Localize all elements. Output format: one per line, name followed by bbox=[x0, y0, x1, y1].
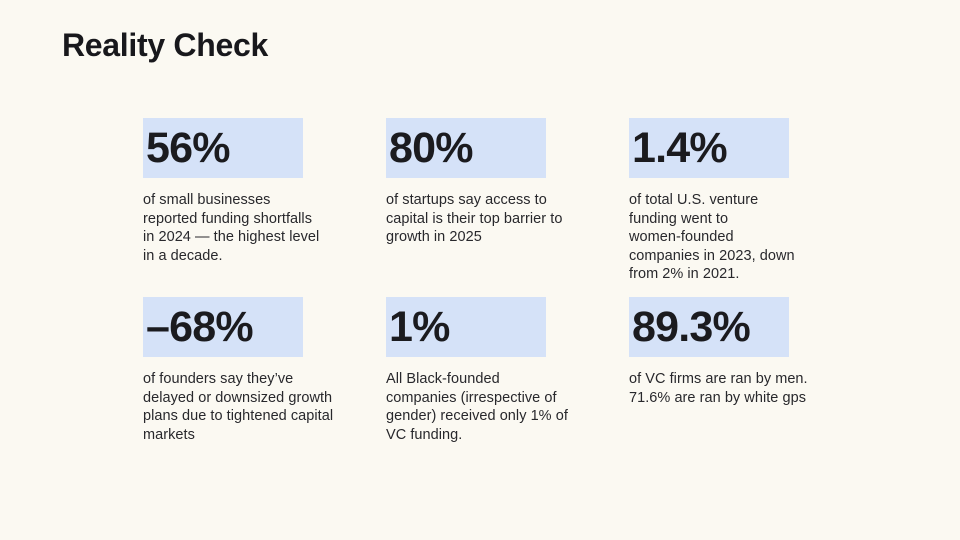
stat-description: of VC firms are ran by men. 71.6% are ra… bbox=[629, 371, 808, 406]
stat-card-black-founded: 1% All Black-founded companies (irrespec… bbox=[386, 297, 568, 444]
stat-card-vc-firms: 89.3% of VC firms are ran by men. 71.6% … bbox=[629, 297, 808, 444]
stat-value-highlight: 80% bbox=[386, 118, 546, 178]
stats-grid: 56% of small businesses reported funding… bbox=[143, 118, 808, 444]
stat-description: of startups say access to capital is the… bbox=[386, 192, 563, 246]
stat-description: All Black-founded companies (irrespectiv… bbox=[386, 371, 568, 443]
stat-value-highlight: 1% bbox=[386, 297, 546, 357]
stat-card-founders-delayed: –68% of founders say they’ve delayed or … bbox=[143, 297, 333, 444]
stat-description: of small businesses reported funding sho… bbox=[143, 192, 320, 264]
stat-card-startups-capital: 80% of startups say access to capital is… bbox=[386, 118, 562, 297]
stat-description: of founders say they’ve delayed or downs… bbox=[143, 371, 334, 443]
stat-value-highlight: 56% bbox=[143, 118, 303, 178]
page-title: Reality Check bbox=[62, 27, 268, 63]
stat-value-highlight: –68% bbox=[143, 297, 303, 357]
stat-description: of total U.S. venture funding went to wo… bbox=[629, 192, 795, 283]
stat-card-women-founded: 1.4% of total U.S. venture funding went … bbox=[629, 118, 795, 297]
stat-value-highlight: 89.3% bbox=[629, 297, 789, 357]
stat-value-highlight: 1.4% bbox=[629, 118, 789, 178]
stat-card-small-businesses: 56% of small businesses reported funding… bbox=[143, 118, 319, 297]
